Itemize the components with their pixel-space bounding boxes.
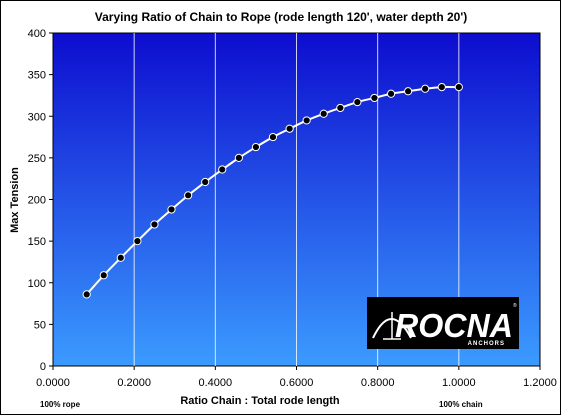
data-point — [285, 124, 294, 133]
x-axis-ticks: 0.0000 0.2000 0.4000 0.6000 0.8000 1.0000 1.20… — [36, 366, 557, 389]
annotation-100-rope: 100% rope — [40, 400, 81, 409]
data-point — [150, 220, 159, 229]
data-point — [167, 205, 176, 214]
x-tick-label: 0.8000 — [361, 377, 395, 389]
data-point — [437, 83, 446, 92]
y-tick-label: 50 — [34, 319, 46, 331]
data-point — [234, 153, 243, 162]
data-point — [218, 165, 227, 174]
y-tick-label: 300 — [28, 111, 46, 123]
data-point — [454, 83, 463, 92]
data-point — [116, 253, 125, 262]
x-tick-label: 0.0000 — [36, 377, 70, 389]
logo-subtitle: ANCHORS — [468, 341, 505, 347]
x-tick-label: 0.6000 — [280, 377, 314, 389]
chart-title: Varying Ratio of Chain to Rope (rode len… — [95, 10, 467, 24]
y-tick-label: 150 — [28, 236, 46, 248]
data-point — [404, 87, 413, 96]
y-tick-label: 400 — [28, 28, 46, 40]
data-point — [421, 84, 430, 93]
y-tick-label: 250 — [28, 153, 46, 165]
data-point — [319, 109, 328, 118]
data-point — [99, 271, 108, 280]
x-tick-label: 1.2000 — [523, 377, 557, 389]
y-tick-label: 100 — [28, 278, 46, 290]
y-axis-ticks: 0 50 100 150 200 250 300 350 400 — [28, 28, 53, 373]
x-tick-label: 0.4000 — [199, 377, 233, 389]
data-point — [201, 177, 210, 187]
data-point — [353, 97, 362, 107]
data-point — [251, 142, 261, 152]
x-tick-label: 1.0000 — [442, 377, 476, 389]
data-series — [82, 83, 463, 299]
rocna-logo: ROCNA ANCHORS ® — [367, 297, 519, 349]
y-axis-label: Max Tension — [9, 167, 21, 233]
data-point — [82, 290, 91, 299]
data-point — [386, 89, 396, 98]
data-point — [302, 116, 311, 125]
anchor-icon — [372, 312, 412, 340]
y-tick-label: 350 — [28, 70, 46, 82]
data-point — [370, 93, 379, 103]
y-tick-label: 0 — [40, 361, 46, 373]
data-point — [336, 103, 345, 113]
registered-mark: ® — [513, 302, 517, 309]
x-tick-label: 0.2000 — [117, 377, 151, 389]
x-axis-label: Ratio Chain : Total rode length — [180, 395, 340, 407]
data-point — [268, 132, 278, 142]
logo-name: ROCNA — [395, 307, 513, 344]
annotation-100-chain: 100% chain — [439, 400, 483, 409]
y-tick-label: 200 — [28, 195, 46, 207]
data-point — [133, 237, 142, 246]
data-point — [184, 191, 193, 200]
